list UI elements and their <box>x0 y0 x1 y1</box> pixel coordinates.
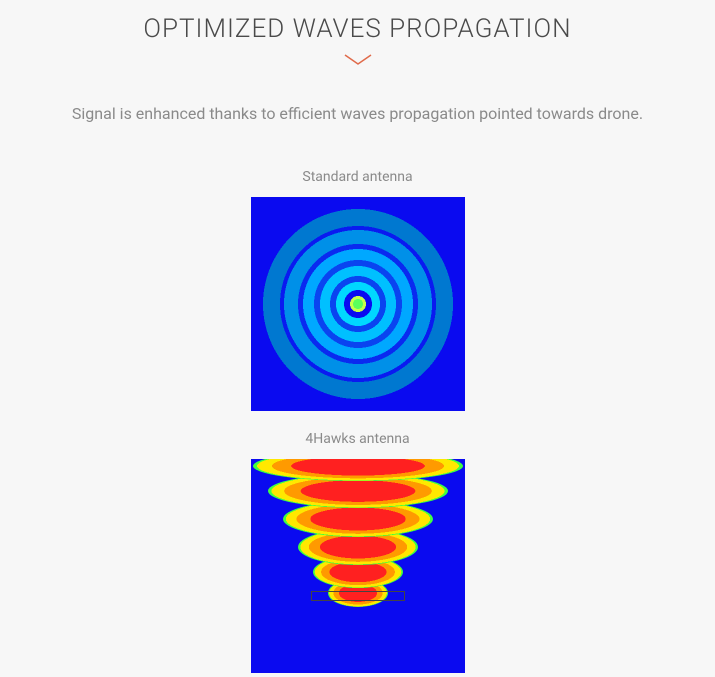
plot-standard-antenna <box>251 197 465 411</box>
figure-4hawks-antenna: 4Hawks antenna <box>251 431 465 673</box>
caption-4hawks: 4Hawks antenna <box>305 431 409 447</box>
page-title: OPTIMIZED WAVES PROPAGATION <box>143 14 571 44</box>
subtitle-text: Signal is enhanced thanks to efficient w… <box>72 104 643 123</box>
figure-standard-antenna: Standard antenna <box>251 169 465 411</box>
antenna-outline <box>311 591 405 601</box>
wave-lobe <box>253 459 463 481</box>
chevron-down-icon <box>344 54 372 68</box>
caption-standard: Standard antenna <box>302 169 412 185</box>
plot-4hawks-antenna <box>251 459 465 673</box>
